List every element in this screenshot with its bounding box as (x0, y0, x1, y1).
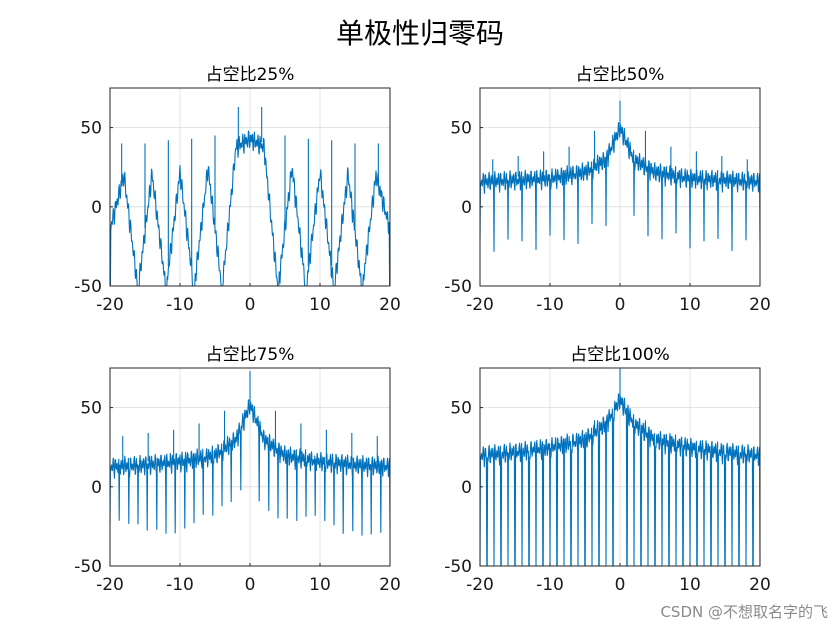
x-tick-label-3: 10 (679, 575, 701, 595)
x-tick-label-0: -20 (466, 575, 494, 595)
series-line (109, 399, 391, 536)
subplot-title: 占空比100% (570, 345, 670, 365)
x-tick-label-3: 10 (309, 575, 331, 595)
y-tick-label-2: 50 (450, 399, 472, 419)
x-tick-label-2: 0 (245, 575, 256, 595)
series-line (479, 393, 761, 567)
x-tick-label-0: -20 (466, 295, 494, 315)
y-tick-label-0: -50 (74, 557, 102, 577)
watermark: CSDN @不想取名字的飞 (660, 603, 828, 621)
subplot-title: 占空比50% (576, 65, 665, 85)
series-line (479, 122, 761, 252)
y-tick-label-0: -50 (444, 277, 472, 297)
y-tick-label-1: 0 (91, 198, 102, 218)
x-tick-label-4: 20 (749, 575, 771, 595)
y-tick-label-0: -50 (74, 277, 102, 297)
subplot-title: 占空比25% (206, 65, 295, 85)
series-line (109, 130, 391, 287)
y-tick-label-0: -50 (444, 557, 472, 577)
y-tick-label-1: 0 (91, 478, 102, 498)
y-tick-label-2: 50 (80, 399, 102, 419)
x-tick-label-0: -20 (96, 575, 124, 595)
y-tick-label-1: 0 (461, 478, 472, 498)
x-tick-label-4: 20 (379, 295, 401, 315)
x-tick-label-1: -10 (166, 575, 194, 595)
x-tick-label-2: 0 (615, 295, 626, 315)
y-tick-label-2: 50 (80, 119, 102, 139)
figure-suptitle: 单极性归零码 (335, 17, 504, 50)
y-tick-label-2: 50 (450, 119, 472, 139)
x-tick-label-3: 10 (309, 295, 331, 315)
x-tick-label-4: 20 (379, 575, 401, 595)
subplot-1: -20 -10 0 10 20 -50 0 50 占空比25% (74, 65, 401, 315)
x-tick-label-0: -20 (96, 295, 124, 315)
y-tick-label-1: 0 (461, 198, 472, 218)
x-tick-label-4: 20 (749, 295, 771, 315)
x-tick-label-2: 0 (245, 295, 256, 315)
x-tick-label-1: -10 (536, 575, 564, 595)
x-tick-label-1: -10 (536, 295, 564, 315)
subplot-3: -20 -10 0 10 20 -50 0 50 占空比75% (74, 345, 401, 595)
subplot-title: 占空比75% (206, 345, 295, 365)
x-tick-label-1: -10 (166, 295, 194, 315)
subplot-4: -20 -10 0 10 20 -50 0 50 占空比100% (444, 345, 771, 595)
x-tick-label-3: 10 (679, 295, 701, 315)
subplot-2: -20 -10 0 10 20 -50 0 50 占空比50% (444, 65, 771, 315)
x-tick-label-2: 0 (615, 575, 626, 595)
